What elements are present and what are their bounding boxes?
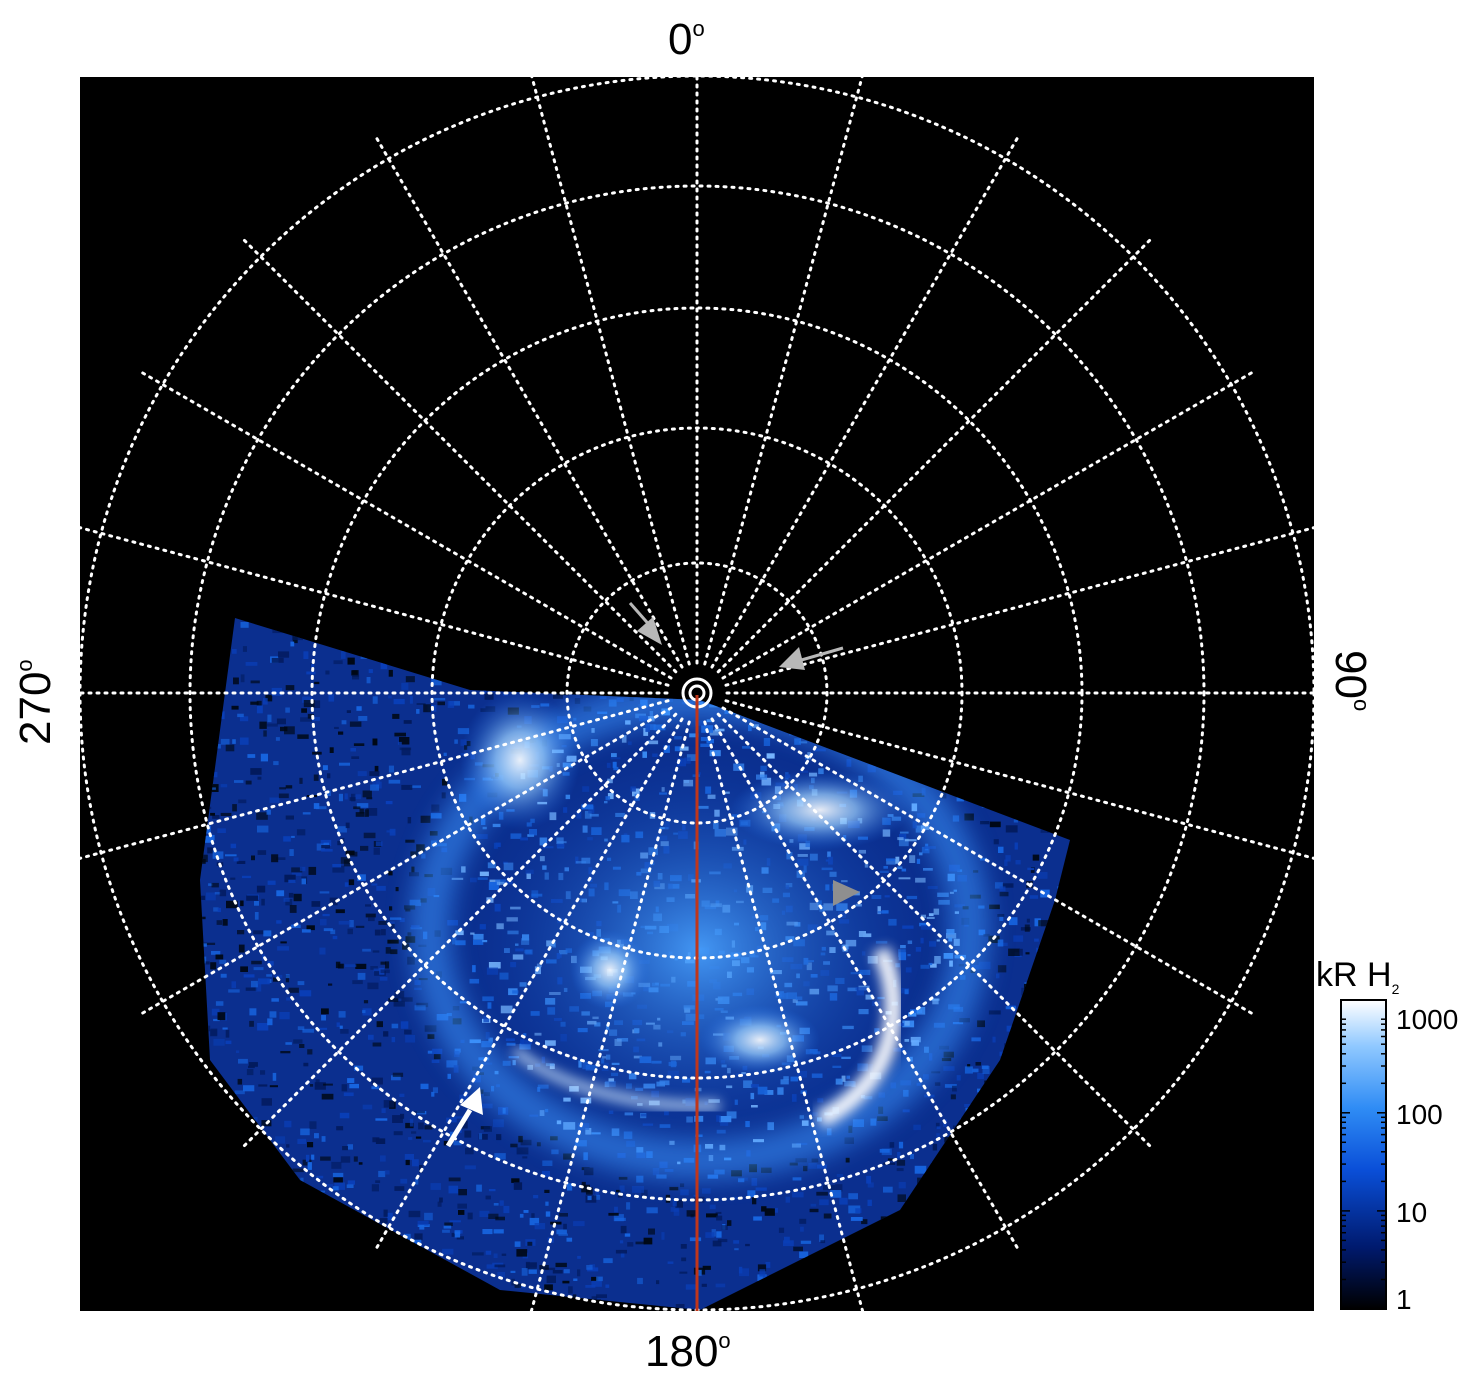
grid-spoke bbox=[721, 706, 1253, 1015]
colorbar-title: kR H2 bbox=[1316, 956, 1400, 997]
grid-spoke bbox=[721, 371, 1253, 680]
grid-spoke bbox=[141, 371, 673, 680]
grid-spoke bbox=[242, 712, 678, 1148]
colorbar-tick-label-100: 100 bbox=[1396, 1099, 1443, 1130]
axis-label-right: 90o bbox=[1326, 650, 1375, 712]
axis-label-left: 270o bbox=[11, 659, 60, 745]
grid-circle bbox=[565, 561, 829, 825]
grid-spoke bbox=[530, 77, 691, 666]
white-arrow bbox=[445, 1087, 483, 1148]
bright-dawn-arc bbox=[815, 945, 903, 1129]
grid-spoke bbox=[710, 137, 1019, 669]
grid-spoke bbox=[716, 238, 1152, 674]
grid-spoke bbox=[703, 720, 865, 1311]
grid-spoke bbox=[141, 706, 673, 1015]
colorbar bbox=[1340, 999, 1387, 1310]
axis-label-bottom: 180o bbox=[645, 1327, 731, 1376]
colorbar-tick-label-1000: 1000 bbox=[1396, 1004, 1459, 1035]
grid-spoke bbox=[724, 699, 1314, 860]
grid-spoke bbox=[716, 712, 1152, 1148]
grid-spoke bbox=[375, 717, 684, 1249]
axis-label-top: 0o bbox=[668, 15, 705, 64]
grid-spoke bbox=[80, 526, 670, 687]
grid-spoke bbox=[242, 238, 678, 674]
colorbar-tick-label-10: 10 bbox=[1396, 1197, 1428, 1228]
gray-triangle-marker bbox=[833, 880, 860, 906]
grid-circle bbox=[188, 184, 1206, 1202]
colorbar-gradient bbox=[1340, 999, 1387, 1310]
grid-spoke bbox=[80, 699, 670, 860]
grid-spoke bbox=[703, 77, 864, 666]
grid-spoke bbox=[710, 717, 1019, 1249]
grid-spoke bbox=[724, 526, 1314, 687]
grid-spoke bbox=[375, 137, 684, 669]
colorbar-tick-label-1: 1 bbox=[1396, 1284, 1412, 1315]
gray-arrow-upper-left bbox=[628, 602, 662, 645]
colorbar-ticks bbox=[1341, 1018, 1386, 1310]
grid-spoke bbox=[529, 720, 691, 1311]
gray-arrow-right bbox=[779, 646, 844, 670]
